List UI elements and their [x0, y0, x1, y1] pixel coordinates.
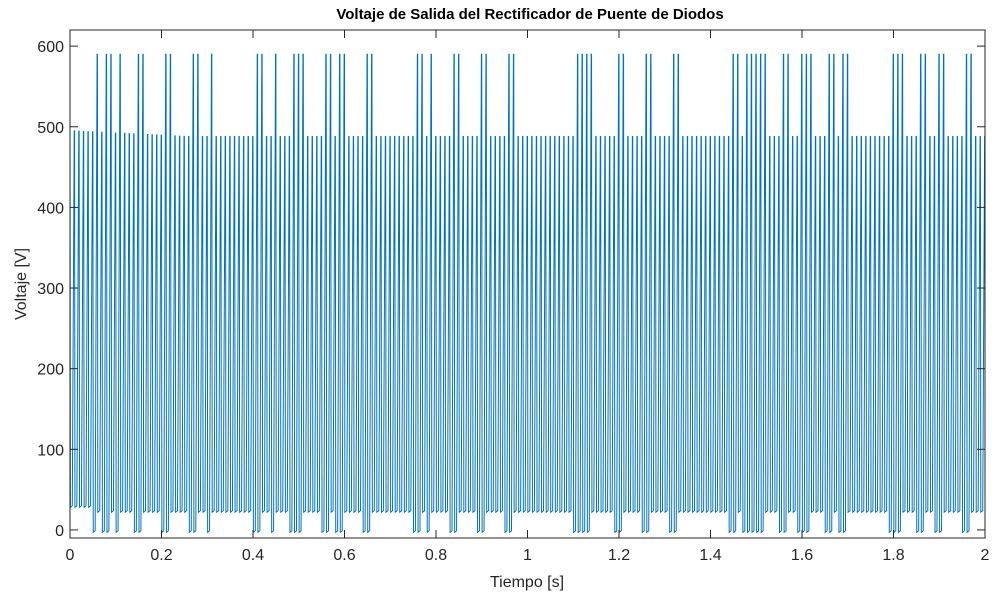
x-tick-label: 0.8: [425, 547, 447, 564]
y-tick-label: 100: [37, 442, 64, 459]
x-tick-label: 0.6: [333, 547, 355, 564]
y-tick-label: 500: [37, 120, 64, 137]
voltage-series-line: [69, 53, 986, 534]
series-layer: [69, 53, 986, 534]
x-tick-label: 0: [66, 547, 75, 564]
x-tick-label: 0.2: [150, 547, 172, 564]
x-tick-label: 1: [523, 547, 532, 564]
chart-title: Voltaje de Salida del Rectificador de Pu…: [336, 6, 723, 23]
y-tick-label: 600: [37, 39, 64, 56]
x-tick-label: 0.4: [242, 547, 264, 564]
y-tick-label: 200: [37, 362, 64, 379]
x-tick-label: 1.8: [882, 547, 904, 564]
y-tick-label: 300: [37, 281, 64, 298]
y-tick-label: 0: [55, 523, 64, 540]
x-tick-label: 1.6: [791, 547, 813, 564]
y-axis-label: Voltaje [V]: [13, 248, 30, 320]
x-axis-label: Tiempo [s]: [490, 574, 564, 591]
x-axis-ticks: 0 0.2 0.4 0.6 0.8 1 1.2 1.4 1.6 1.8 2: [66, 30, 990, 564]
y-axis-ticks: 0 100 200 300 400 500 600: [37, 39, 985, 540]
x-tick-label: 2: [981, 547, 990, 564]
x-tick-label: 1.4: [699, 547, 721, 564]
y-tick-label: 400: [37, 200, 64, 217]
x-tick-label: 1.2: [608, 547, 630, 564]
